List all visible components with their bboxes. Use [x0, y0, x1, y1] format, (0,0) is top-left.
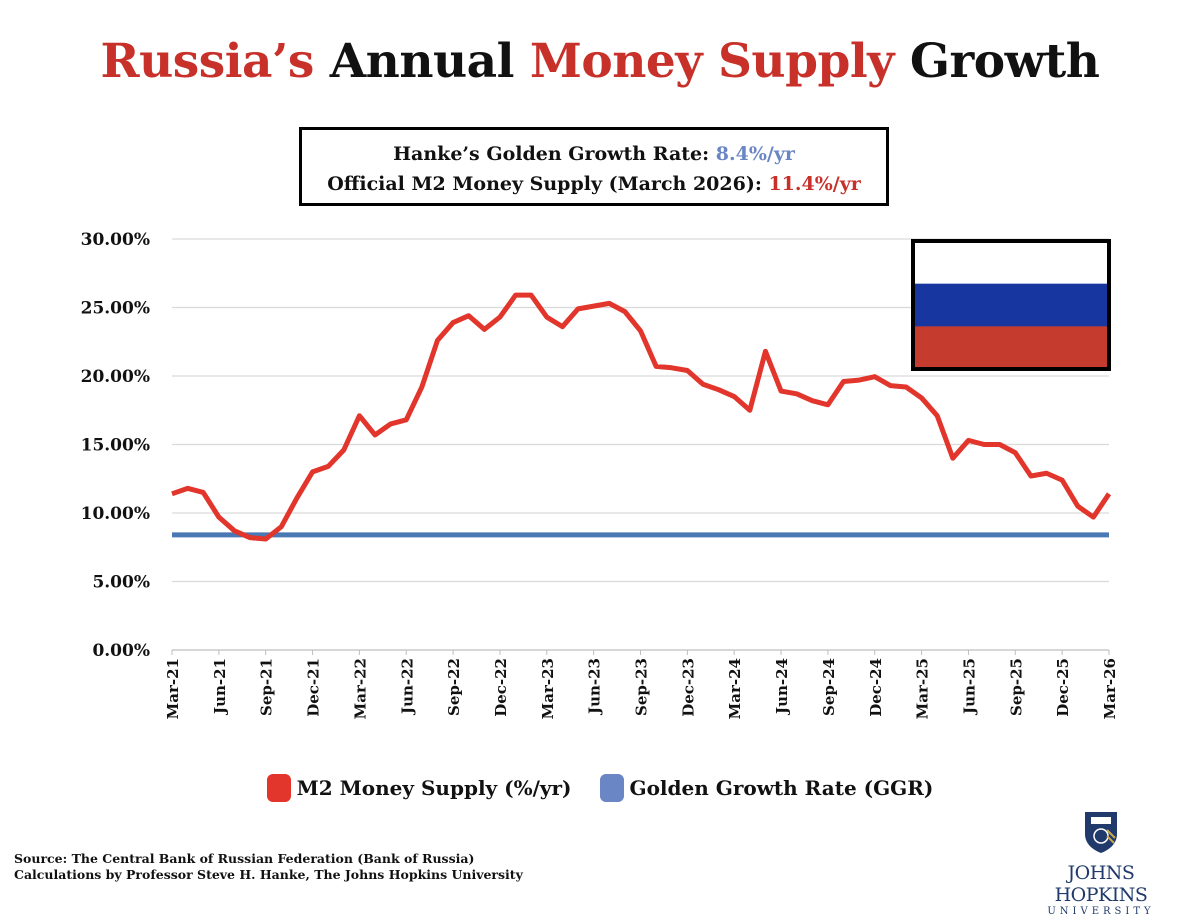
- logo-sub: UNIVERSITY: [1036, 906, 1166, 917]
- x-tick-label: Mar-24: [726, 658, 744, 719]
- line-chart: 0.00% 5.00% 10.00% 15.00% 20.00% 25.00% 30.00%…: [0, 0, 1200, 897]
- legend-swatch-m2: [267, 774, 291, 802]
- jhu-logo: JOHNS HOPKINS UNIVERSITY: [1036, 810, 1166, 917]
- y-tick-label: 0.00%: [92, 641, 150, 661]
- x-tick-label: Sep-22: [445, 658, 463, 716]
- y-tick-label: 25.00%: [81, 299, 150, 319]
- x-tick-label: Sep-24: [820, 658, 838, 716]
- legend-item-m2: M2 Money Supply (%/yr): [267, 774, 572, 802]
- x-tick-label: Jun-25: [960, 658, 978, 716]
- x-tick-label: Sep-21: [258, 658, 276, 716]
- calculations-line: Calculations by Professor Steve H. Hanke…: [14, 867, 523, 883]
- legend-swatch-ggr: [600, 774, 624, 802]
- x-tick-label: Mar-23: [539, 658, 557, 719]
- x-tick-label: Dec-23: [679, 658, 697, 717]
- legend-label-m2: M2 Money Supply (%/yr): [297, 776, 572, 800]
- x-tick-label: Dec-25: [1054, 658, 1072, 717]
- x-tick-label: Jun-24: [773, 658, 791, 716]
- y-tick-label: 5.00%: [92, 573, 150, 593]
- legend-label-ggr: Golden Growth Rate (GGR): [630, 776, 934, 800]
- flag-blue-stripe: [913, 284, 1109, 328]
- y-tick-label: 20.00%: [81, 367, 150, 387]
- y-tick-label: 30.00%: [81, 230, 150, 250]
- x-tick-label: Jun-21: [211, 658, 229, 716]
- x-tick-label: Dec-21: [305, 658, 323, 717]
- flag-red-stripe: [913, 326, 1109, 369]
- logo-name: JOHNS HOPKINS: [1036, 862, 1166, 906]
- legend-item-ggr: Golden Growth Rate (GGR): [600, 774, 934, 802]
- x-tick-label: Mar-21: [164, 658, 182, 719]
- source-line: Source: The Central Bank of Russian Fede…: [14, 851, 523, 867]
- legend: M2 Money Supply (%/yr) Golden Growth Rat…: [0, 774, 1200, 802]
- flag-white-stripe: [913, 241, 1109, 285]
- x-tick-label: Mar-25: [914, 658, 932, 719]
- x-tick-label: Mar-26: [1101, 658, 1119, 719]
- y-tick-label: 15.00%: [81, 436, 150, 456]
- jhu-shield-icon: [1081, 810, 1121, 854]
- x-tick-label: Sep-23: [633, 658, 651, 716]
- x-tick-label: Jun-23: [586, 658, 604, 716]
- x-tick-label: Dec-24: [867, 658, 885, 717]
- x-tick-label: Dec-22: [492, 658, 510, 717]
- source-note: Source: The Central Bank of Russian Fede…: [14, 851, 523, 883]
- x-tick-label: Jun-22: [398, 658, 416, 716]
- x-tick-label: Sep-25: [1007, 658, 1025, 716]
- x-tick-label: Mar-22: [351, 658, 369, 719]
- y-tick-label: 10.00%: [81, 504, 150, 524]
